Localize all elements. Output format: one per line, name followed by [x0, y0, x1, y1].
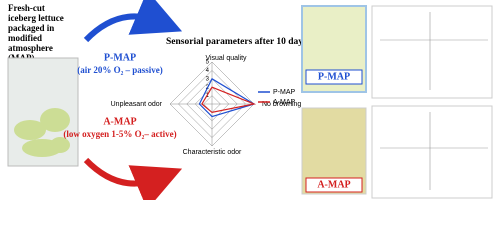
product-line: Fresh-cut iceberg lettuce packaged in modif… — [8, 3, 64, 63]
axis-label: Characteristic odor — [183, 149, 242, 156]
a-map-detail: (low oxygen 1-5% O₂– active) — [63, 129, 176, 139]
r-tick-label: 1 — [206, 93, 210, 99]
arrow-p — [83, 0, 183, 43]
axis-label: No browning — [262, 101, 301, 108]
r-tick-label: 5 — [206, 60, 210, 66]
axis-label: Visual quality — [205, 55, 247, 62]
a-map-label: A-MAP — [103, 116, 136, 127]
legend-label: P-MAP — [273, 89, 296, 96]
product-text: Fresh-cut iceberg lettuce packaged in modif… — [8, 3, 64, 63]
r-tick-label: 4 — [206, 68, 210, 74]
p-map-label: P-MAP — [104, 52, 136, 63]
r-tick-label: 3 — [206, 76, 210, 82]
graphical-abstract: Fresh-cut iceberg lettuce packaged in modif… — [7, 0, 493, 200]
pca-plot-p — [371, 5, 493, 99]
arrow-a — [83, 157, 183, 200]
a-map-badge — [305, 177, 363, 193]
chart-title: Sensorial parameters after 10 days at 4º… — [166, 37, 334, 47]
legend-label: A-MAP — [273, 99, 296, 106]
axis-label: Unpleasant odor — [111, 101, 163, 108]
p-map-photo-label: P-MAP — [318, 71, 350, 82]
p-map-badge — [305, 69, 363, 85]
series-line — [201, 86, 257, 114]
series-line — [198, 77, 256, 118]
a-map-photo-label: A-MAP — [317, 179, 350, 190]
p-map-detail: (air 20% O₂ – passive) — [77, 65, 163, 75]
pca-plot-a — [371, 105, 493, 199]
lettuce — [14, 108, 70, 157]
